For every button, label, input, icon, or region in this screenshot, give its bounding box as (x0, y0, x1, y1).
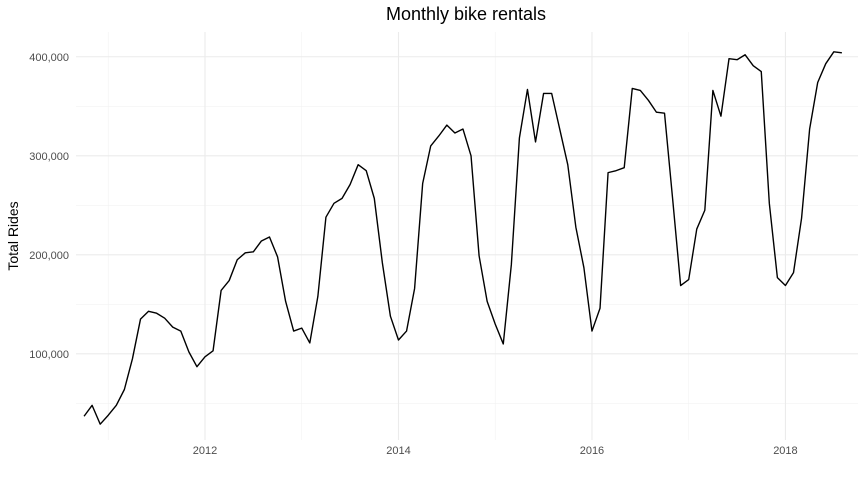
major-vertical-gridlines (204, 32, 786, 440)
y-tick-label-400000: 400,000 (29, 52, 69, 64)
y-axis-tick-labels: 100,000 200,000 300,000 400,000 (29, 52, 69, 361)
chart-title: Monthly bike rentals (386, 4, 546, 24)
y-tick-label-200000: 200,000 (29, 250, 69, 262)
y-tick-label-300000: 300,000 (29, 151, 69, 163)
minor-horizontal-gridlines (76, 105, 858, 404)
series-layer (83, 51, 842, 425)
x-tick-label-2014: 2014 (386, 445, 410, 457)
y-tick-label-100000: 100,000 (29, 349, 69, 361)
x-tick-label-2012: 2012 (193, 445, 217, 457)
x-tick-label-2018: 2018 (773, 445, 797, 457)
y-axis-label: Total Rides (5, 201, 21, 270)
x-tick-label-2016: 2016 (580, 445, 604, 457)
series-line-0 (83, 51, 842, 425)
major-horizontal-gridlines (76, 56, 858, 355)
x-axis-tick-labels: 2012 2014 2016 2018 (193, 445, 798, 457)
minor-vertical-gridlines (107, 32, 690, 440)
